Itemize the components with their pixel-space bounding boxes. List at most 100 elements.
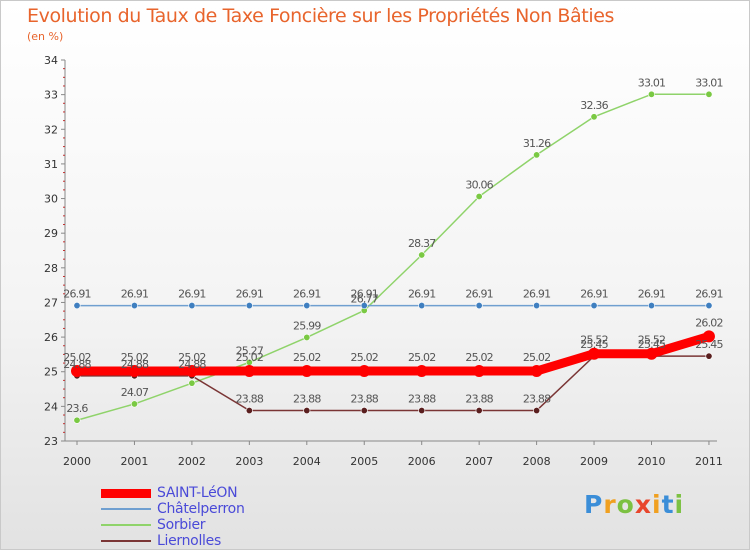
data-point-liernolles [705, 352, 713, 360]
data-point-saint-leon [128, 365, 141, 378]
logo-letter: r [603, 490, 617, 519]
data-point-chatelperron [475, 302, 483, 310]
data-point-liernolles [360, 407, 368, 415]
data-point-liernolles [475, 407, 483, 415]
data-label-sorbier: 26.77 [351, 292, 379, 305]
x-tick-label: 2003 [235, 455, 263, 468]
legend-label: Châtelperron [157, 501, 245, 517]
data-point-chatelperron [73, 302, 81, 310]
data-point-saint-leon [243, 365, 256, 378]
data-point-sorbier [303, 333, 311, 341]
data-point-sorbier [188, 379, 196, 387]
y-tick-label: 27 [44, 296, 58, 309]
data-label-chatelperron: 26.91 [465, 288, 493, 301]
legend-label: SAINT-LéON [157, 485, 238, 501]
data-point-liernolles [303, 407, 311, 415]
data-label-liernolles: 24.88 [63, 358, 91, 371]
data-label-chatelperron: 26.91 [236, 288, 264, 301]
data-point-chatelperron [130, 302, 138, 310]
series-line-saint-leon [72, 331, 714, 376]
logo-letter: x [634, 490, 652, 519]
data-label-liernolles: 23.88 [408, 393, 436, 406]
data-point-sorbier [533, 151, 541, 159]
y-tick-label: 25 [44, 366, 58, 379]
y-tick-label: 28 [44, 262, 58, 275]
data-label-liernolles: 25.45 [695, 338, 723, 351]
data-label-sorbier: 24.07 [121, 386, 149, 399]
data-point-chatelperron [647, 302, 655, 310]
data-point-chatelperron [245, 302, 253, 310]
data-point-chatelperron [533, 302, 541, 310]
data-label-chatelperron: 26.91 [178, 288, 206, 301]
data-label-sorbier: 25.99 [293, 319, 321, 332]
data-point-sorbier [73, 416, 81, 424]
data-label-saint-leon: 25.52 [638, 334, 666, 347]
data-point-sorbier [705, 90, 713, 98]
data-label-saint-leon: 25.02 [236, 351, 264, 364]
data-label-sorbier: 23.6 [66, 402, 88, 415]
x-tick-label: 2010 [638, 455, 666, 468]
y-tick-label: 30 [44, 193, 58, 206]
data-label-sorbier: 30.06 [465, 178, 493, 191]
x-tick-label: 2004 [293, 455, 321, 468]
data-point-sorbier [647, 90, 655, 98]
y-tick-label: 33 [44, 89, 58, 102]
data-label-chatelperron: 26.91 [408, 288, 436, 301]
data-label-chatelperron: 26.91 [293, 288, 321, 301]
data-label-sorbier: 31.26 [523, 137, 551, 150]
data-point-saint-leon [473, 365, 486, 378]
data-point-chatelperron [590, 302, 598, 310]
data-label-saint-leon: 25.02 [293, 351, 321, 364]
data-label-saint-leon: 25.02 [351, 351, 379, 364]
logo-letter: i [652, 490, 662, 519]
legend-swatch [101, 488, 151, 498]
logo-letter: o [616, 490, 635, 519]
data-label-saint-leon: 26.02 [695, 316, 723, 329]
data-label-saint-leon: 25.02 [408, 351, 436, 364]
data-label-chatelperron: 26.91 [580, 288, 608, 301]
series-line-liernolles [76, 355, 710, 412]
data-label-chatelperron: 26.91 [523, 288, 551, 301]
data-point-sorbier [590, 113, 598, 121]
data-point-sorbier [418, 251, 426, 259]
data-point-liernolles [533, 407, 541, 415]
data-label-sorbier: 33.01 [638, 76, 666, 89]
legend-label: Liernolles [157, 533, 221, 549]
data-point-sorbier [130, 400, 138, 408]
data-point-chatelperron [705, 302, 713, 310]
chart-subtitle: (en %) [27, 30, 64, 43]
y-tick-label: 31 [44, 158, 58, 171]
legend-swatch [101, 540, 151, 542]
x-tick-label: 2005 [350, 455, 378, 468]
x-tick-label: 2007 [465, 455, 493, 468]
legend-label: Sorbier [157, 517, 206, 533]
data-label-liernolles: 23.88 [465, 393, 493, 406]
data-point-liernolles [245, 407, 253, 415]
data-point-liernolles [418, 407, 426, 415]
logo-letter: i [674, 490, 685, 519]
data-label-sorbier: 33.01 [695, 76, 723, 89]
y-tick-label: 32 [44, 123, 58, 136]
data-point-sorbier [475, 192, 483, 200]
data-point-saint-leon [71, 365, 83, 378]
x-tick-label: 2011 [695, 455, 723, 468]
data-label-saint-leon: 25.52 [580, 334, 608, 347]
series-line-sorbier [76, 93, 710, 421]
data-label-sorbier: 28.37 [408, 237, 436, 250]
data-label-liernolles: 23.88 [523, 393, 551, 406]
legend-swatch [101, 508, 151, 510]
data-label-sorbier: 32.36 [580, 99, 608, 112]
data-label-chatelperron: 26.91 [63, 288, 91, 301]
data-label-saint-leon: 25.02 [523, 351, 551, 364]
data-label-chatelperron: 26.91 [351, 288, 379, 301]
chart-title: Evolution du Taux de Taxe Foncière sur l… [27, 5, 615, 27]
data-label-liernolles: 24.88 [178, 358, 206, 371]
data-point-saint-leon [702, 330, 715, 343]
x-tick-label: 2008 [523, 455, 551, 468]
data-point-chatelperron [303, 302, 311, 310]
data-point-saint-leon [645, 347, 658, 360]
data-label-saint-leon: 25.02 [63, 351, 91, 364]
data-point-saint-leon [185, 365, 198, 378]
